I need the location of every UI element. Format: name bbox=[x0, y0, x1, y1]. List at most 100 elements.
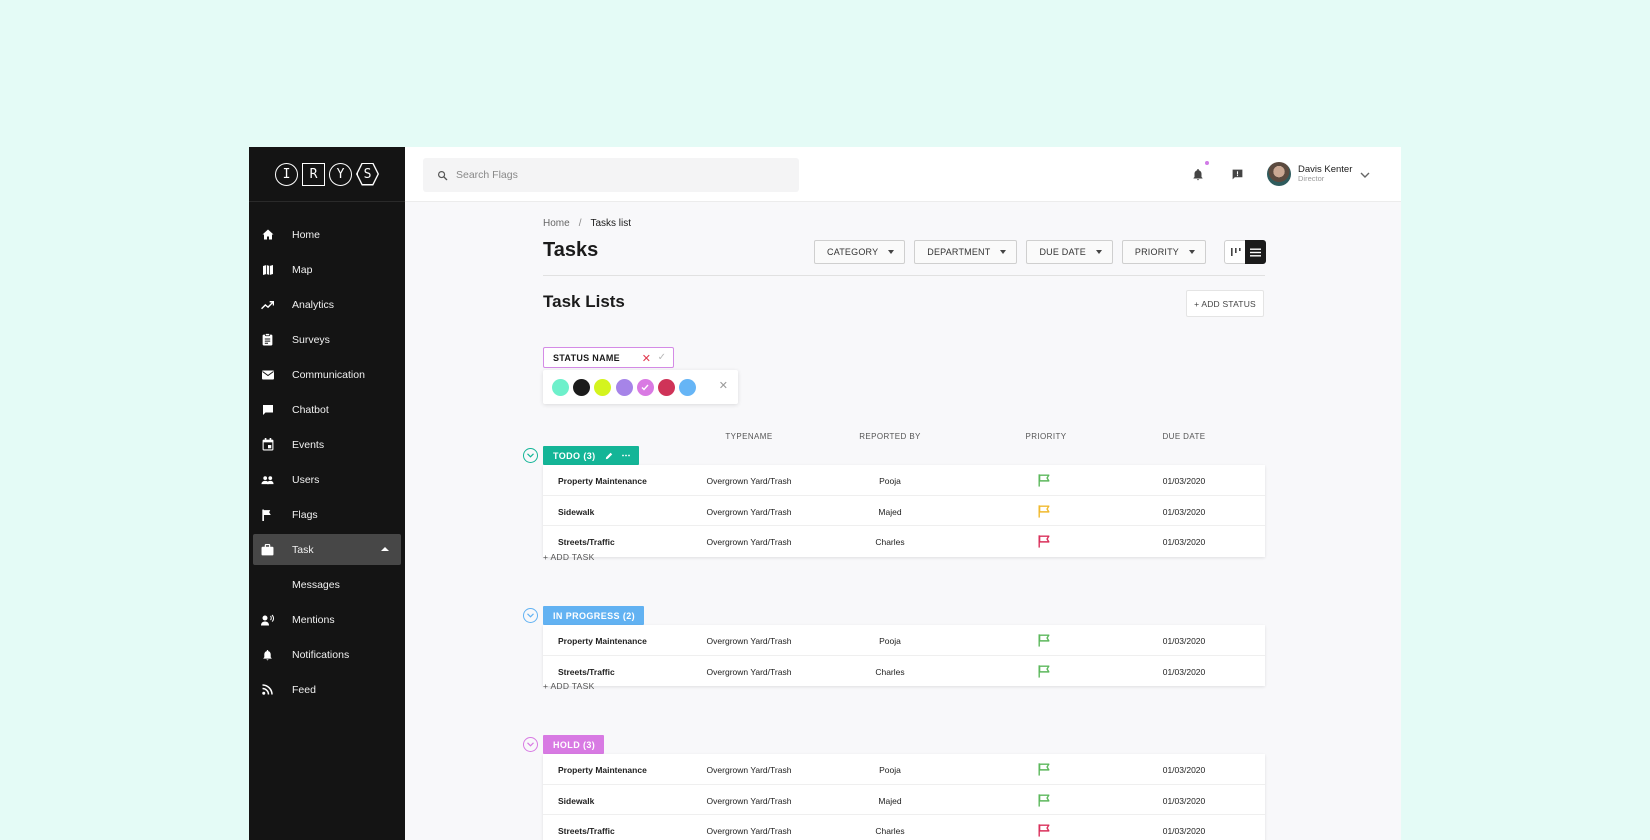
cancel-status-icon[interactable]: ✕ bbox=[641, 353, 651, 365]
filter-due-date[interactable]: DUE DATE bbox=[1026, 240, 1113, 264]
sidebar-item-feed[interactable]: Feed bbox=[253, 674, 401, 705]
caret-up-icon[interactable] bbox=[381, 547, 389, 551]
confirm-status-icon[interactable]: ✓ bbox=[657, 352, 666, 363]
task-name: Property Maintenance bbox=[558, 636, 647, 646]
task-typename: Overgrown Yard/Trash bbox=[706, 537, 792, 547]
filter-label: PRIORITY bbox=[1134, 247, 1179, 257]
task-name: Property Maintenance bbox=[558, 765, 647, 775]
notifications-bell-icon[interactable] bbox=[1190, 166, 1206, 182]
priority-flag-icon[interactable] bbox=[1037, 504, 1051, 520]
search-bar[interactable] bbox=[423, 158, 799, 192]
chevron-down-icon[interactable] bbox=[1360, 172, 1370, 179]
user-menu[interactable]: Davis Kenter Director bbox=[1267, 162, 1370, 186]
sidebar-item-flags[interactable]: Flags bbox=[253, 499, 401, 530]
table-row[interactable]: Property Maintenance Overgrown Yard/Trash… bbox=[543, 754, 1265, 785]
color-swatch[interactable] bbox=[679, 379, 697, 396]
table-row[interactable]: Sidewalk Overgrown Yard/Trash Majed 01/03/2… bbox=[543, 785, 1265, 815]
collapse-toggle-icon[interactable] bbox=[523, 608, 538, 623]
home-icon bbox=[261, 228, 274, 241]
task-reporter: Pooja bbox=[879, 765, 901, 775]
col-header-reported-by[interactable]: REPORTED BY bbox=[859, 432, 921, 441]
more-options-icon[interactable] bbox=[621, 454, 630, 457]
group-status-badge[interactable]: TODO (3) bbox=[543, 446, 639, 465]
filter-category[interactable]: CATEGORY bbox=[814, 240, 906, 264]
task-reporter: Charles bbox=[875, 826, 905, 836]
sidebar-item-label: Users bbox=[292, 473, 320, 486]
group-status-badge[interactable]: HOLD (3) bbox=[543, 735, 605, 754]
sidebar-item-communication[interactable]: Communication bbox=[253, 359, 401, 390]
task-typename: Overgrown Yard/Trash bbox=[706, 826, 792, 836]
sidebar-item-label: Messages bbox=[292, 578, 340, 591]
table-row[interactable]: Property Maintenance Overgrown Yard/Trash… bbox=[543, 625, 1265, 656]
task-typename: Overgrown Yard/Trash bbox=[706, 636, 792, 646]
filter-priority[interactable]: PRIORITY bbox=[1121, 240, 1206, 264]
sidebar-item-surveys[interactable]: Surveys bbox=[253, 324, 401, 355]
filter-label: DUE DATE bbox=[1039, 247, 1086, 257]
priority-flag-icon[interactable] bbox=[1037, 793, 1051, 809]
priority-flag-icon[interactable] bbox=[1037, 534, 1051, 550]
sidebar-item-label: Notifications bbox=[292, 648, 350, 661]
dropdown-arrow-icon bbox=[1000, 250, 1007, 254]
sidebar-item-map[interactable]: Map bbox=[253, 254, 401, 285]
sidebar-item-messages[interactable]: Messages bbox=[253, 569, 401, 600]
priority-flag-icon[interactable] bbox=[1037, 473, 1051, 489]
edit-pencil-icon[interactable] bbox=[605, 452, 613, 460]
priority-flag-icon[interactable] bbox=[1037, 823, 1051, 839]
sidebar-item-events[interactable]: Events bbox=[253, 429, 401, 460]
task-name: Streets/Traffic bbox=[558, 826, 615, 836]
color-swatch[interactable] bbox=[658, 379, 675, 396]
priority-flag-icon[interactable] bbox=[1037, 664, 1051, 680]
col-header-typename[interactable]: TYPENAME bbox=[725, 432, 773, 441]
voice-icon bbox=[261, 613, 274, 626]
feedback-chat-icon[interactable] bbox=[1229, 166, 1245, 182]
add-task-button[interactable]: + ADD TASK bbox=[543, 681, 595, 691]
group-status-badge[interactable]: IN PROGRESS (2) bbox=[543, 606, 645, 625]
task-name: Streets/Traffic bbox=[558, 537, 615, 547]
sidebar-item-label: Flags bbox=[292, 508, 318, 521]
add-status-button[interactable]: + ADD STATUS bbox=[1186, 290, 1264, 317]
color-swatch[interactable] bbox=[615, 379, 633, 396]
calendar-icon bbox=[261, 438, 274, 451]
color-swatch[interactable] bbox=[636, 379, 654, 396]
sidebar-item-chatbot[interactable]: Chatbot bbox=[253, 394, 401, 425]
color-swatch[interactable] bbox=[573, 379, 591, 396]
sidebar-item-label: Communication bbox=[292, 368, 365, 381]
add-task-button[interactable]: + ADD TASK bbox=[543, 552, 595, 562]
filter-department[interactable]: DEPARTMENT bbox=[914, 240, 1018, 264]
table-row[interactable]: Streets/Traffic Overgrown Yard/Trash Charl… bbox=[543, 526, 1265, 557]
sidebar-item-users[interactable]: Users bbox=[253, 464, 401, 495]
sidebar-item-analytics[interactable]: Analytics bbox=[253, 289, 401, 320]
status-name-input[interactable] bbox=[553, 352, 633, 363]
task-due-date: 01/03/2020 bbox=[1162, 636, 1206, 646]
task-name: Sidewalk bbox=[558, 795, 595, 806]
sidebar-item-notifications[interactable]: Notifications bbox=[253, 639, 401, 670]
flag-icon bbox=[261, 508, 274, 521]
sidebar-item-home[interactable]: Home bbox=[253, 219, 401, 250]
table-row[interactable]: Streets/Traffic Overgrown Yard/Trash Charl… bbox=[543, 656, 1265, 687]
board-view-button[interactable] bbox=[1224, 240, 1245, 264]
collapse-toggle-icon[interactable] bbox=[523, 448, 538, 463]
logo-letter: I bbox=[275, 162, 298, 186]
table-row[interactable]: Streets/Traffic Overgrown Yard/Trash Charl… bbox=[543, 815, 1265, 840]
priority-flag-icon[interactable] bbox=[1037, 762, 1051, 778]
search-input[interactable] bbox=[456, 169, 776, 181]
list-view-button[interactable] bbox=[1245, 240, 1266, 264]
sidebar-item-mentions[interactable]: Mentions bbox=[253, 604, 401, 635]
logo-letter: Y bbox=[329, 162, 352, 186]
task-reporter: Charles bbox=[875, 666, 905, 677]
table-row[interactable]: Sidewalk Overgrown Yard/Trash Majed 01/03/2… bbox=[543, 496, 1265, 526]
task-table: Property Maintenance Overgrown Yard/Trash… bbox=[543, 625, 1265, 686]
sidebar-item-task[interactable]: Task bbox=[253, 534, 401, 565]
color-swatch[interactable] bbox=[552, 379, 569, 396]
priority-flag-icon[interactable] bbox=[1037, 633, 1051, 649]
color-swatch[interactable] bbox=[594, 379, 612, 396]
collapse-toggle-icon[interactable] bbox=[523, 737, 538, 752]
col-header-due-date[interactable]: DUE DATE bbox=[1162, 432, 1206, 441]
task-name: Streets/Traffic bbox=[558, 666, 615, 677]
table-row[interactable]: Property Maintenance Overgrown Yard/Trash… bbox=[543, 465, 1265, 496]
breadcrumb-home[interactable]: Home bbox=[543, 218, 570, 229]
close-palette-icon[interactable]: ✕ bbox=[718, 380, 728, 392]
col-header-priority[interactable]: PRIORITY bbox=[1025, 432, 1067, 441]
